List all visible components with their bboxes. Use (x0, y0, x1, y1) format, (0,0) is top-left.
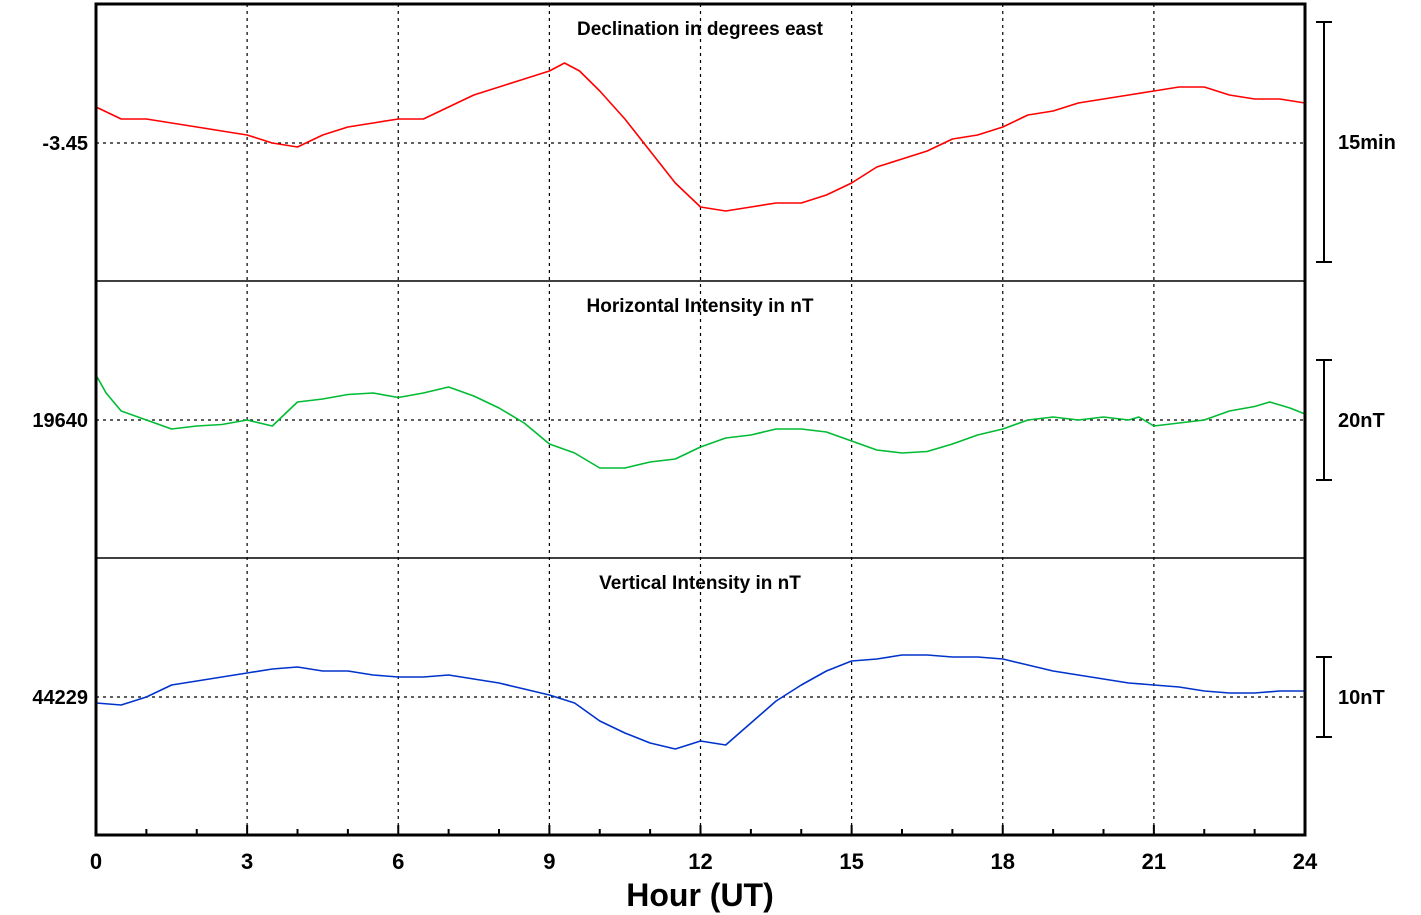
series-line-1 (95, 62, 1306, 212)
x-tick-label: 0 (90, 849, 102, 874)
panel-title-3: Vertical Intensity in nT (599, 573, 801, 594)
series-line-3 (95, 654, 1305, 750)
scale-label-2: 20nT (1338, 410, 1385, 432)
scale-label-1: 15min (1338, 132, 1396, 154)
x-tick-label: 24 (1293, 849, 1318, 874)
x-tick-label: 21 (1142, 849, 1166, 874)
scale-label-3: 10nT (1338, 687, 1385, 709)
x-tick-label: 18 (991, 849, 1015, 874)
x-tick-label: 6 (392, 849, 404, 874)
x-axis-label: Hour (UT) (626, 877, 774, 913)
panel-title-1: Declination in degrees east (577, 19, 824, 40)
baseline-label-2: 19640 (32, 410, 88, 432)
scale-bars (1316, 21, 1332, 738)
x-tick-label: 15 (839, 849, 863, 874)
series-lines (95, 62, 1306, 750)
labels: Declination in degrees east -3.45 15min Hor… (32, 19, 1395, 874)
baseline-label-1: -3.45 (42, 133, 88, 155)
baseline-label-3: 44229 (32, 687, 88, 709)
panel-title-2: Horizontal Intensity in nT (587, 296, 814, 317)
series-line-2 (95, 374, 1306, 469)
x-tick-label: 12 (688, 849, 712, 874)
x-tick-label: 3 (241, 849, 253, 874)
x-ticks (95, 825, 1306, 835)
x-tick-label: 9 (543, 849, 555, 874)
